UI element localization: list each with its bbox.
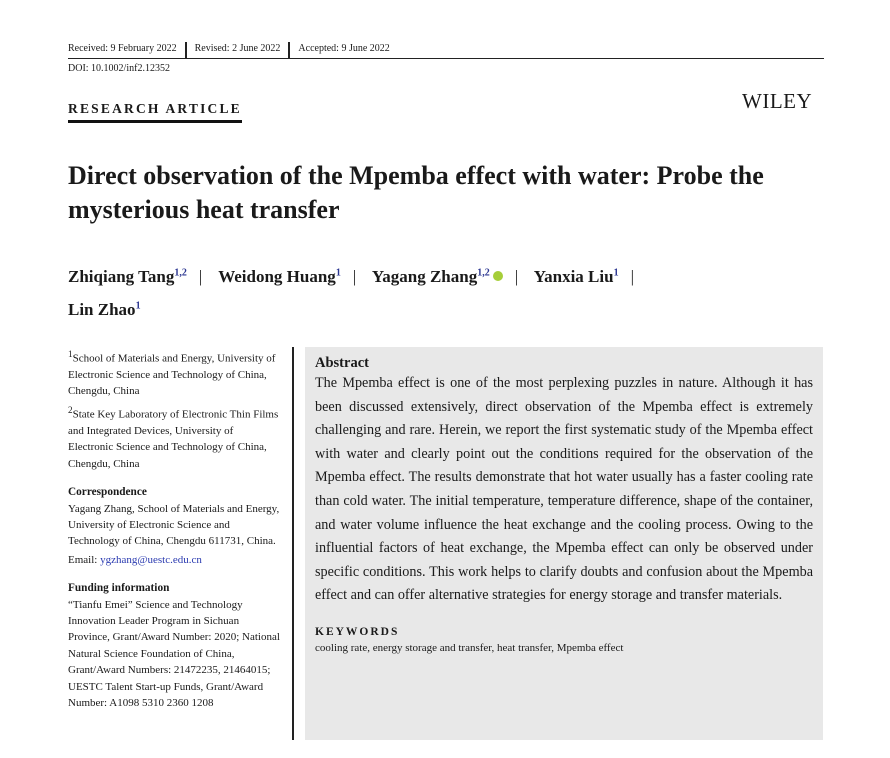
affiliation-mark: 2 — [68, 404, 73, 415]
author-name: Zhiqiang Tang — [68, 266, 175, 286]
author-affiliation: 1 — [135, 300, 141, 312]
sidebar-info: 1School of Materials and Energy, Univers… — [68, 346, 280, 713]
correspondence-text: Yagang Zhang, School of Materials and En… — [68, 502, 280, 548]
article-type: RESEARCH ARTICLE — [68, 101, 242, 123]
doi: DOI: 10.1002/inf2.12352 — [68, 63, 170, 74]
orcid-icon[interactable] — [492, 270, 503, 281]
column-divider — [292, 347, 294, 740]
funding-heading: Funding information — [68, 582, 170, 595]
author: Yagang Zhang1,2 — [372, 267, 503, 286]
author-affiliation: 1 — [613, 267, 619, 278]
revised-date: Revised: 2 June 2022 — [195, 42, 291, 58]
author-name: Yanxia Liu — [533, 266, 614, 286]
author-affiliation: 1 — [335, 267, 341, 278]
affiliation: 1School of Materials and Energy, Univers… — [68, 346, 280, 400]
publication-dates: Received: 9 February 2022 Revised: 2 Jun… — [68, 42, 824, 59]
received-date: Received: 9 February 2022 — [68, 42, 187, 58]
author-affiliation: 1,2 — [174, 267, 187, 278]
email-link[interactable]: ygzhang@uestc.edu.cn — [100, 553, 202, 566]
author: Weidong Huang1 — [218, 267, 341, 286]
affiliation-mark: 1 — [68, 349, 73, 359]
author: Zhiqiang Tang1,2 — [68, 267, 187, 286]
author-name: Weidong Huang — [218, 266, 336, 286]
accepted-date: Accepted: 9 June 2022 — [298, 43, 390, 54]
affiliation-text: School of Materials and Energy, Universi… — [68, 352, 276, 398]
funding-text: “Tianfu Emei” Science and Technology Inn… — [68, 598, 280, 710]
author-name: Lin Zhao — [68, 300, 136, 320]
affiliation-text: State Key Laboratory of Electronic Thin … — [68, 408, 279, 470]
author-name: Yagang Zhang — [371, 266, 478, 286]
email-label: Email: — [68, 553, 101, 566]
author: Lin Zhao1 — [68, 300, 141, 319]
author-separator: | — [630, 266, 634, 286]
author-separator: | — [514, 266, 519, 286]
author: Yanxia Liu1 — [534, 267, 619, 286]
author-list: Zhiqiang Tang1,2 | Weidong Huang1 | Yagang… — [68, 258, 808, 325]
correspondence-email-line: Email: ygzhang@uestc.edu.cn — [68, 552, 280, 568]
affiliation: 2State Key Laboratory of Electronic Thin… — [68, 402, 280, 472]
abstract-box: Abstract The Mpemba effect is one of the… — [305, 347, 823, 740]
author-separator: | — [198, 266, 203, 286]
abstract-text: The Mpemba effect is one of the most per… — [315, 375, 813, 604]
author-separator: | — [352, 266, 357, 286]
keywords-text: cooling rate, energy storage and transfe… — [315, 641, 624, 654]
author-affiliation: 1,2 — [477, 267, 490, 278]
abstract-heading: Abstract — [315, 355, 369, 371]
keywords-heading: KEYWORDS — [315, 625, 400, 638]
paper-title: Direct observation of the Mpemba effect … — [68, 161, 764, 224]
correspondence-heading: Correspondence — [68, 486, 147, 499]
publisher-logo: WILEY — [742, 89, 813, 113]
